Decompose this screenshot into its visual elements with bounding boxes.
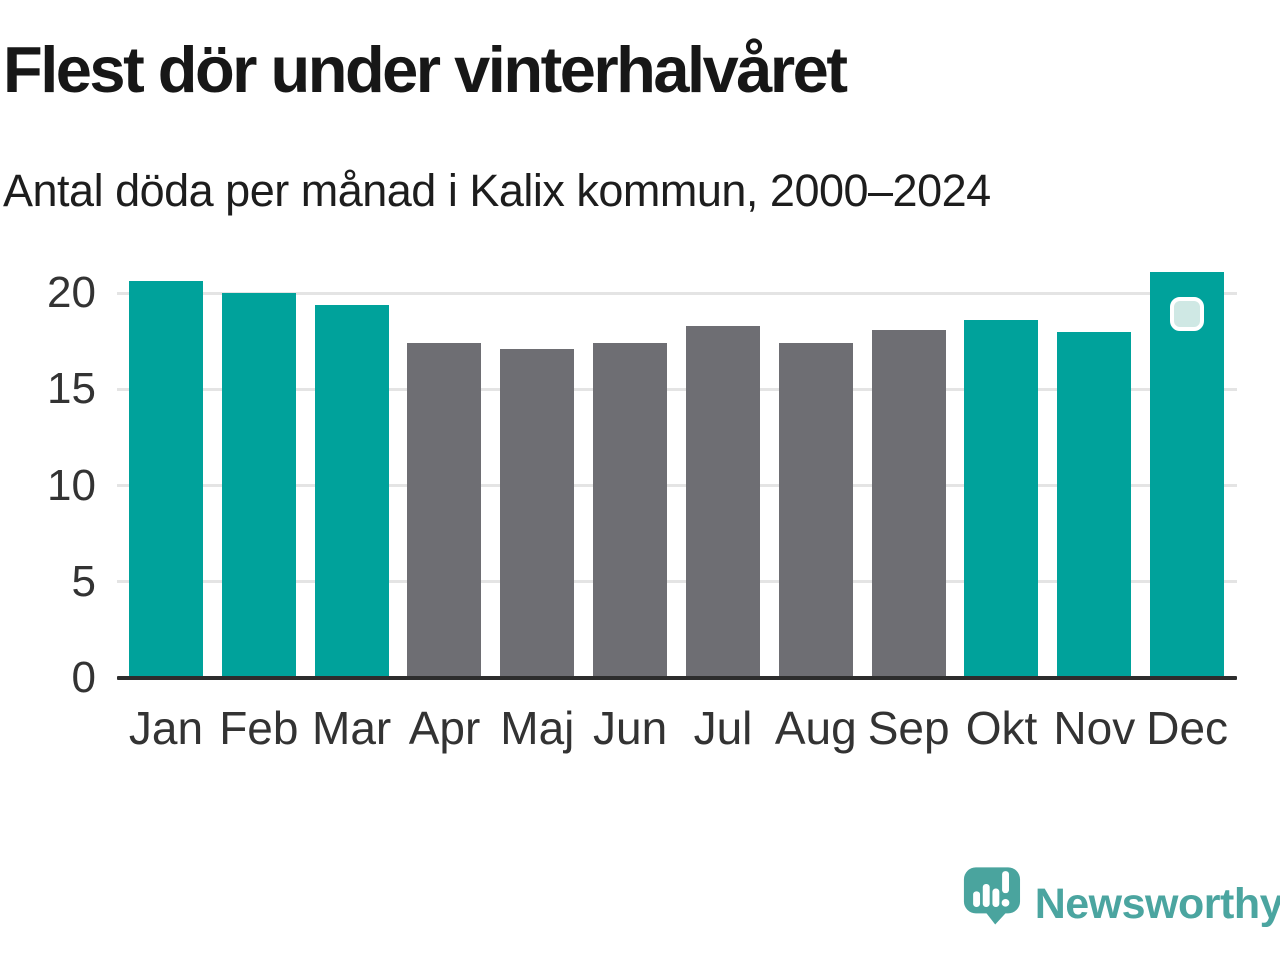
x-axis-label-feb: Feb — [219, 702, 299, 754]
newsworthy-logo-text: Newsworthy — [1034, 880, 1280, 928]
bar-feb — [221, 293, 296, 678]
bar-jun — [593, 343, 668, 678]
x-axis-label-sep: Sep — [867, 702, 950, 754]
bar-apr — [407, 343, 482, 678]
bar-jul — [685, 325, 760, 678]
x-axis-label-jan: Jan — [128, 702, 204, 754]
bar-jan — [129, 281, 203, 678]
y-axis-tick-label: 5 — [71, 556, 96, 606]
x-axis-label-aug: Aug — [774, 702, 857, 754]
bar-mar — [314, 304, 389, 678]
bar-sep — [871, 329, 946, 678]
x-axis-label-mar: Mar — [312, 702, 392, 754]
y-axis-tick-label: 15 — [47, 364, 96, 414]
x-axis-label-maj: Maj — [500, 702, 575, 754]
bar-nov — [1057, 331, 1132, 678]
chart-subtitle: Antal döda per månad i Kalix kommun, 200… — [3, 165, 991, 216]
bar-okt — [964, 319, 1039, 678]
gridline-y-10 — [117, 484, 1237, 487]
x-axis-label-okt: Okt — [965, 702, 1038, 754]
y-axis-tick-label: 10 — [47, 460, 96, 510]
x-axis-label-jul: Jul — [693, 702, 753, 754]
y-axis-tick-label: 0 — [71, 653, 96, 702]
gridline-y-20 — [117, 291, 1237, 295]
x-axis-label-nov: Nov — [1053, 702, 1136, 754]
y-axis-tick-label: 20 — [47, 268, 96, 317]
x-axis-line — [117, 676, 1237, 680]
gridline-y-15 — [117, 387, 1237, 391]
branding: Newsworthy — [963, 862, 1280, 932]
gridline-y-5 — [117, 580, 1237, 584]
highlight-marker — [1170, 296, 1205, 331]
x-axis-label-jun: Jun — [593, 702, 668, 754]
newsworthy-logo-icon — [963, 867, 1021, 925]
chart-title: Flest dör under vinterhalvåret — [3, 33, 848, 106]
bar-dec — [1150, 271, 1225, 678]
bar-aug — [778, 343, 853, 678]
x-axis-label-dec: Dec — [1146, 702, 1229, 754]
bar-maj — [500, 348, 575, 678]
x-axis-label-apr: Apr — [408, 702, 481, 754]
